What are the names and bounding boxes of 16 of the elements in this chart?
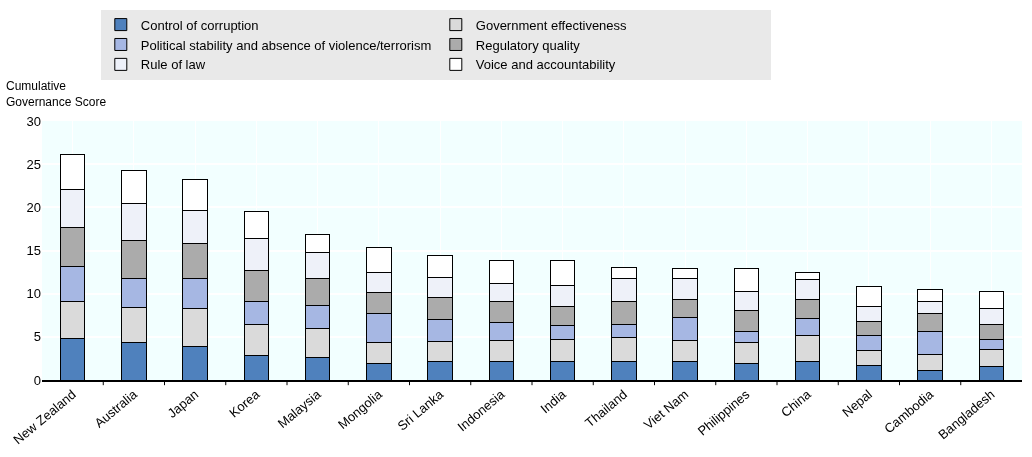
- x-tick-label: Viet Nam: [640, 386, 692, 433]
- y-tick-label: 10: [26, 286, 41, 302]
- y-tick-label: 5: [33, 329, 41, 345]
- legend-label: Control of corruption: [140, 17, 259, 33]
- legend-label: Government effectiveness: [475, 17, 628, 33]
- legend-label: Regulatory quality: [475, 37, 581, 53]
- legend-label: Political stability and absence of violence/terrorism: [140, 37, 432, 53]
- y-tick-label: 0: [33, 372, 41, 388]
- x-tick-label: India: [537, 386, 570, 417]
- legend-label: Voice and accountability: [475, 57, 616, 73]
- y-axis-title: Cumulative Governance Score: [6, 79, 107, 109]
- y-tick-label: 30: [26, 113, 41, 129]
- legend-label: Rule of law: [140, 57, 206, 73]
- y-tick-label: 15: [26, 243, 41, 259]
- y-tick-label: 20: [26, 199, 41, 215]
- y-tick-label: 25: [26, 156, 41, 172]
